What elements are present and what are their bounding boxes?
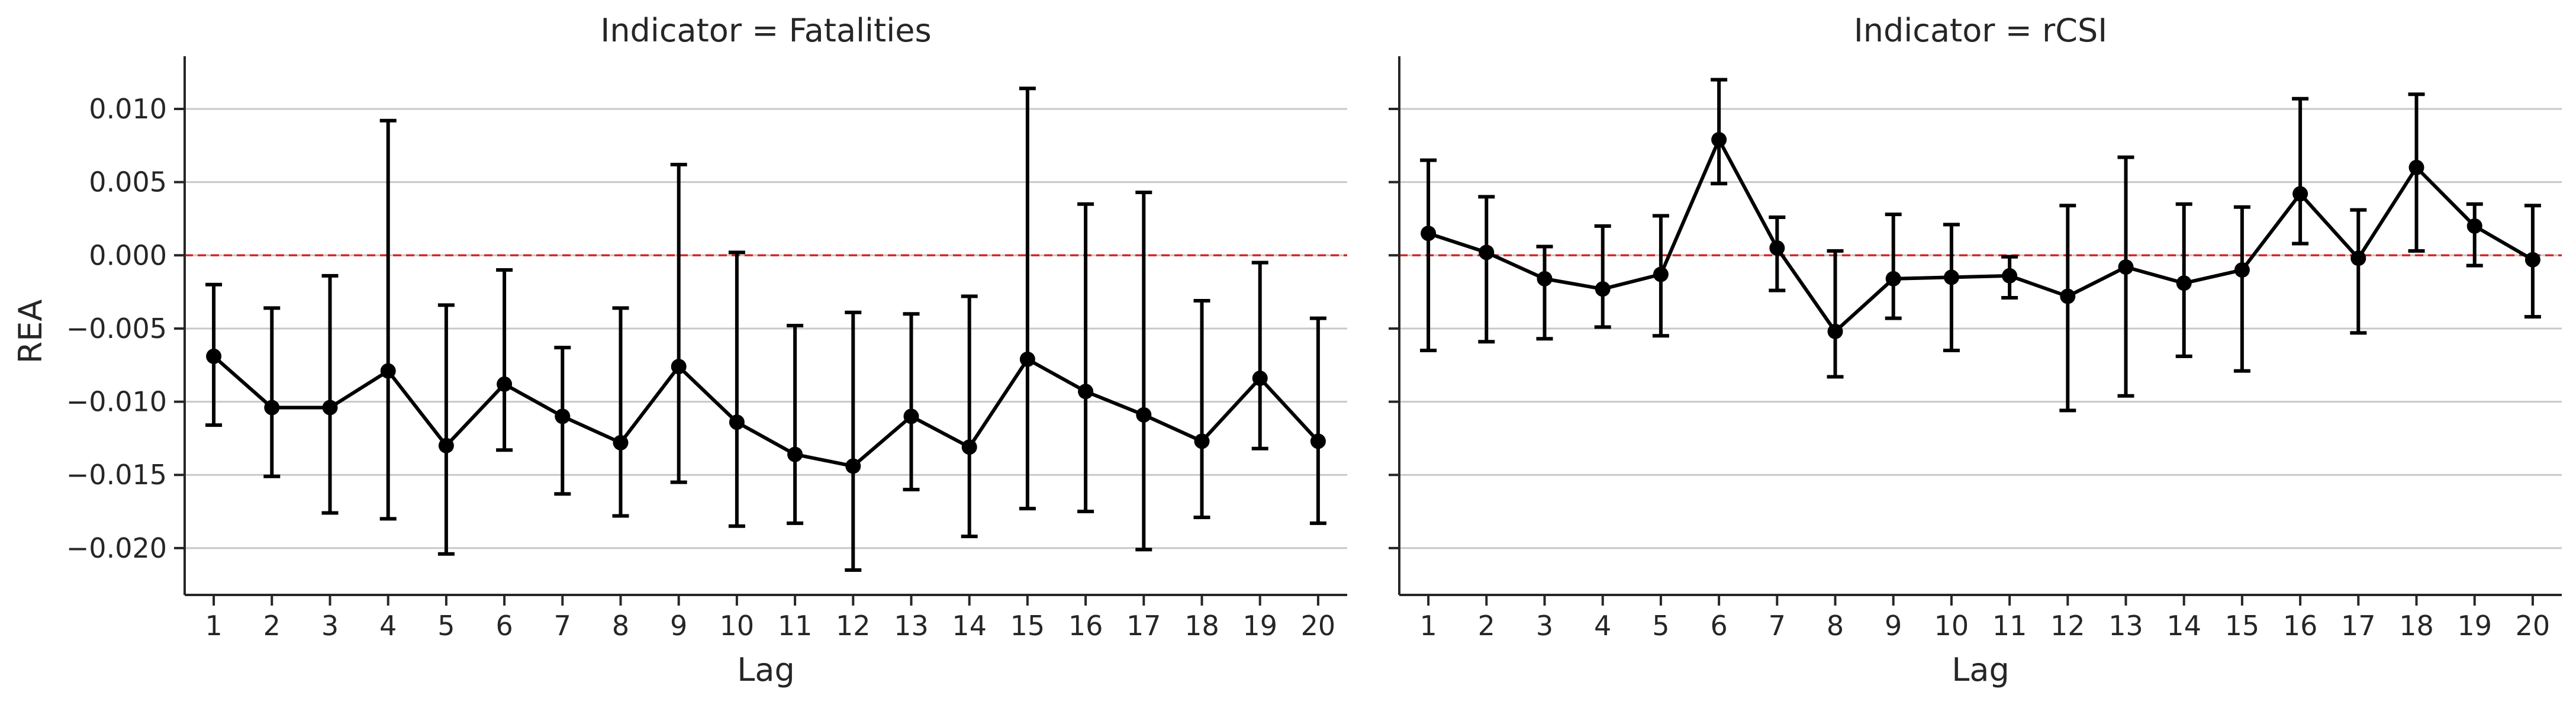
y-tick-label: −0.005 bbox=[66, 313, 167, 345]
x-tick-label: 10 bbox=[1934, 610, 1969, 642]
x-tick-label: 7 bbox=[554, 610, 571, 642]
x-tick-label: 3 bbox=[321, 610, 339, 642]
data-point bbox=[2234, 262, 2250, 278]
x-axis-label: Lag bbox=[737, 651, 794, 688]
panel-title: Indicator = rCSI bbox=[1854, 12, 2107, 49]
data-point bbox=[961, 439, 977, 455]
x-tick-label: 17 bbox=[1126, 610, 1161, 642]
x-tick-label: 5 bbox=[1652, 610, 1669, 642]
x-tick-label: 12 bbox=[2050, 610, 2085, 642]
x-axis-label: Lag bbox=[1952, 651, 2009, 688]
y-axis-label: REA bbox=[12, 300, 49, 364]
data-point bbox=[613, 435, 629, 450]
data-point bbox=[1537, 271, 1553, 287]
x-tick-label: 6 bbox=[495, 610, 513, 642]
x-tick-label: 3 bbox=[1536, 610, 1553, 642]
x-tick-label: 13 bbox=[894, 610, 929, 642]
x-tick-label: 19 bbox=[1242, 610, 1277, 642]
data-point bbox=[671, 359, 687, 375]
x-tick-label: 2 bbox=[1478, 610, 1495, 642]
x-tick-label: 1 bbox=[205, 610, 222, 642]
x-tick-label: 8 bbox=[1827, 610, 1844, 642]
data-point bbox=[2525, 252, 2540, 268]
data-point bbox=[1943, 269, 1959, 285]
data-point bbox=[1252, 371, 1268, 387]
data-point bbox=[438, 437, 454, 453]
data-point bbox=[2118, 259, 2134, 275]
data-point bbox=[1711, 131, 1727, 147]
data-point bbox=[2002, 268, 2018, 284]
x-tick-label: 14 bbox=[2166, 610, 2201, 642]
x-tick-label: 18 bbox=[1184, 610, 1219, 642]
x-tick-label: 14 bbox=[952, 610, 987, 642]
y-tick-label: 0.010 bbox=[89, 93, 167, 125]
data-point bbox=[2060, 288, 2076, 304]
panel-rcsi: 1 2 3 4 5 6 7 8 9 10 11 12 13 14 15 16 17 18 19 20LagIndica… bbox=[1389, 12, 2562, 688]
x-tick-label: 16 bbox=[2283, 610, 2318, 642]
data-point bbox=[1653, 266, 1669, 282]
x-tick-label: 20 bbox=[2516, 610, 2551, 642]
data-point bbox=[1310, 433, 1326, 449]
data-point bbox=[1595, 281, 1611, 297]
data-point bbox=[2176, 275, 2192, 291]
data-point bbox=[787, 446, 803, 462]
data-point bbox=[1421, 226, 1437, 242]
data-point bbox=[1479, 244, 1495, 260]
data-point bbox=[2350, 250, 2366, 266]
x-tick-label: 9 bbox=[1885, 610, 1902, 642]
x-tick-label: 5 bbox=[437, 610, 455, 642]
x-tick-label: 15 bbox=[2225, 610, 2260, 642]
y-tick-label: −0.015 bbox=[66, 459, 167, 491]
data-point bbox=[2408, 159, 2424, 175]
series-line bbox=[1428, 137, 2534, 333]
x-tick-label: 12 bbox=[836, 610, 871, 642]
panel-title: Indicator = Fatalities bbox=[600, 12, 931, 49]
data-point bbox=[1194, 433, 1210, 449]
data-point bbox=[1136, 407, 1152, 423]
x-tick-label: 4 bbox=[1594, 610, 1611, 642]
x-tick-label: 15 bbox=[1010, 610, 1045, 642]
x-tick-label: 19 bbox=[2457, 610, 2492, 642]
x-tick-label: 2 bbox=[263, 610, 281, 642]
y-tick-label: −0.020 bbox=[66, 532, 167, 564]
data-point bbox=[555, 408, 571, 424]
x-tick-label: 17 bbox=[2341, 610, 2376, 642]
data-point bbox=[2466, 218, 2482, 234]
x-tick-label: 7 bbox=[1769, 610, 1786, 642]
x-tick-label: 11 bbox=[1992, 610, 2027, 642]
y-tick-label: −0.010 bbox=[66, 386, 167, 418]
x-tick-label: 13 bbox=[2108, 610, 2143, 642]
data-point bbox=[264, 400, 280, 416]
data-point bbox=[1078, 384, 1094, 400]
data-point bbox=[729, 414, 745, 430]
data-point bbox=[1885, 271, 1901, 287]
x-tick-label: 11 bbox=[778, 610, 813, 642]
data-point bbox=[2292, 186, 2308, 202]
y-tick-label: 0.000 bbox=[89, 239, 167, 271]
series-line bbox=[212, 355, 1320, 468]
x-tick-label: 18 bbox=[2399, 610, 2434, 642]
x-tick-label: 1 bbox=[1419, 610, 1437, 642]
data-point bbox=[1019, 351, 1035, 367]
x-tick-label: 20 bbox=[1301, 610, 1336, 642]
panel-fatalities: −0.020 −0.015 −0.010 −0.005 0.000 0.005 0.010 1… bbox=[66, 12, 1347, 688]
x-tick-label: 8 bbox=[612, 610, 629, 642]
data-point bbox=[845, 458, 861, 474]
data-point bbox=[380, 363, 396, 379]
data-point bbox=[322, 400, 338, 416]
data-point bbox=[1769, 240, 1785, 256]
x-tick-label: 4 bbox=[379, 610, 397, 642]
y-tick-label: 0.005 bbox=[89, 166, 167, 198]
data-point bbox=[903, 408, 919, 424]
x-tick-label: 10 bbox=[720, 610, 755, 642]
data-point bbox=[206, 348, 222, 364]
x-tick-label: 6 bbox=[1710, 610, 1727, 642]
x-tick-label: 9 bbox=[670, 610, 687, 642]
x-tick-label: 16 bbox=[1068, 610, 1103, 642]
data-point bbox=[1827, 323, 1843, 339]
data-point bbox=[497, 376, 513, 392]
